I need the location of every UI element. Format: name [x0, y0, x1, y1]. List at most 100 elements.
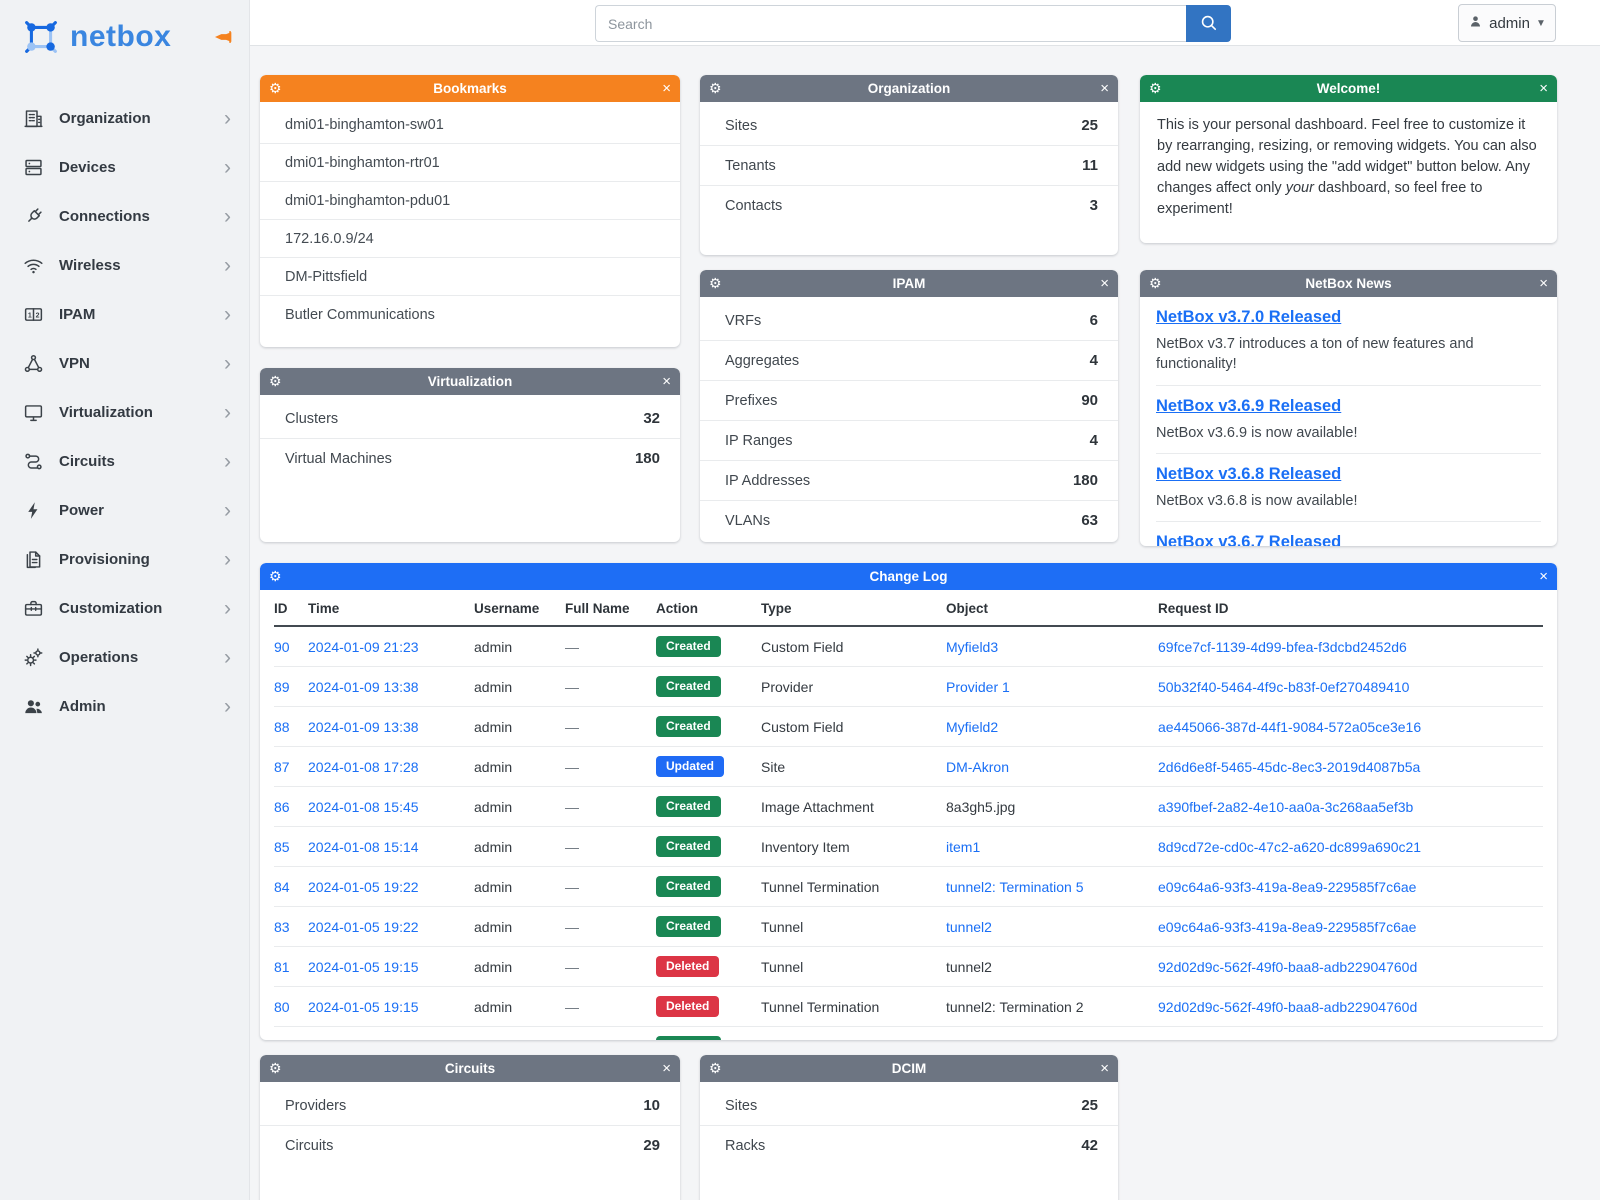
- request-id-link[interactable]: a390fbef-2a82-4e10-aa0a-3c268aa5ef3b: [1158, 798, 1414, 815]
- stat-row[interactable]: VRFs 6: [700, 301, 1118, 341]
- stat-row[interactable]: Sites 25: [700, 106, 1118, 146]
- change-id-link[interactable]: 79: [274, 1039, 290, 1041]
- bookmark-item[interactable]: 172.16.0.9/24: [260, 220, 680, 258]
- news-link[interactable]: NetBox v3.7.0 Released: [1156, 308, 1342, 326]
- change-time-link[interactable]: 2024-01-05 19:15: [308, 958, 419, 975]
- sidebar-item-organization[interactable]: Organization ›: [0, 94, 249, 143]
- change-id-link[interactable]: 87: [274, 758, 290, 775]
- column-header[interactable]: Time: [308, 590, 474, 627]
- request-id-link[interactable]: 69fce7cf-1139-4d99-bfea-f3dcbd2452d6: [1158, 638, 1407, 655]
- stat-row[interactable]: Contacts 3: [725, 197, 1098, 214]
- change-object[interactable]: tunnel2: Termination 5: [946, 878, 1084, 895]
- sidebar-item-connections[interactable]: Connections ›: [0, 192, 249, 241]
- change-time-link[interactable]: 2024-01-05 19:22: [308, 918, 419, 935]
- news-link[interactable]: NetBox v3.6.8 Released: [1156, 464, 1342, 483]
- widget-config-icon[interactable]: ⚙: [709, 1060, 722, 1076]
- bookmark-item[interactable]: dmi01-binghamton-rtr01: [260, 144, 680, 182]
- change-time-link[interactable]: 2024-01-05 19:15: [308, 998, 419, 1015]
- sidebar-item-operations[interactable]: Operations ›: [0, 633, 249, 682]
- widget-config-icon[interactable]: ⚙: [269, 1060, 282, 1076]
- bookmark-item[interactable]: dmi01-binghamton-pdu01: [260, 182, 680, 220]
- bookmark-item[interactable]: Butler Communications: [285, 306, 435, 323]
- change-id-link[interactable]: 81: [274, 958, 290, 975]
- change-object[interactable]: tunnel1: Termination 3: [946, 1039, 1084, 1041]
- bookmark-item[interactable]: DM-Pittsfield: [260, 258, 680, 296]
- widget-config-icon[interactable]: ⚙: [1149, 275, 1162, 291]
- widget-close-icon[interactable]: ×: [1539, 80, 1548, 97]
- change-time-link[interactable]: 2024-01-05 19:14: [308, 1039, 419, 1041]
- change-object[interactable]: item1: [946, 838, 981, 855]
- news-link[interactable]: NetBox v3.6.7 Released: [1156, 533, 1342, 546]
- change-object[interactable]: Myfield2: [946, 718, 999, 735]
- brand-name[interactable]: netbox: [70, 20, 172, 53]
- request-id-link[interactable]: 50b32f40-5464-4f9c-b83f-0ef270489410: [1158, 678, 1410, 695]
- change-time-link[interactable]: 2024-01-09 13:38: [308, 678, 419, 695]
- sidebar-item-vpn[interactable]: VPN ›: [0, 339, 249, 388]
- change-time-link[interactable]: 2024-01-08 17:28: [308, 758, 419, 775]
- change-object[interactable]: DM-Akron: [946, 758, 1010, 775]
- widget-config-icon[interactable]: ⚙: [709, 275, 722, 291]
- change-id-link[interactable]: 90: [274, 638, 290, 655]
- change-time-link[interactable]: 2024-01-09 13:38: [308, 718, 419, 735]
- stat-row[interactable]: VLANs 63: [725, 512, 1098, 529]
- change-time-link[interactable]: 2024-01-05 19:22: [308, 878, 419, 895]
- request-id-link[interactable]: 92d02d9c-562f-49f0-baa8-adb22904760d: [1158, 998, 1418, 1015]
- widget-close-icon[interactable]: ×: [662, 80, 671, 97]
- change-object[interactable]: tunnel2: [946, 958, 992, 975]
- search-button[interactable]: [1186, 5, 1231, 42]
- change-id-link[interactable]: 89: [274, 678, 290, 695]
- sidebar-item-provisioning[interactable]: Provisioning ›: [0, 535, 249, 584]
- change-object[interactable]: Myfield3: [946, 638, 999, 655]
- stat-row[interactable]: IP Addresses 180: [700, 461, 1118, 501]
- change-time-link[interactable]: 2024-01-08 15:14: [308, 838, 419, 855]
- widget-config-icon[interactable]: ⚙: [269, 80, 282, 96]
- widget-config-icon[interactable]: ⚙: [269, 568, 282, 584]
- sidebar-item-virtualization[interactable]: Virtualization ›: [0, 388, 249, 437]
- sidebar-item-customization[interactable]: Customization ›: [0, 584, 249, 633]
- widget-close-icon[interactable]: ×: [1539, 275, 1548, 292]
- column-header[interactable]: Username: [474, 590, 565, 627]
- stat-row[interactable]: Circuits 29: [285, 1137, 660, 1154]
- stat-row[interactable]: Sites 25: [700, 1086, 1118, 1126]
- sidebar-item-circuits[interactable]: Circuits ›: [0, 437, 249, 486]
- column-header[interactable]: Type: [761, 590, 946, 627]
- stat-row[interactable]: Clusters 32: [260, 399, 680, 439]
- column-header[interactable]: Full Name: [565, 590, 656, 627]
- change-object[interactable]: tunnel2: Termination 2: [946, 998, 1084, 1015]
- stat-row[interactable]: Prefixes 90: [700, 381, 1118, 421]
- widget-close-icon[interactable]: ×: [1539, 568, 1548, 585]
- change-id-link[interactable]: 85: [274, 838, 290, 855]
- request-id-link[interactable]: e09c64a6-93f3-419a-8ea9-229585f7c6ae: [1158, 918, 1417, 935]
- column-header[interactable]: Request ID: [1158, 590, 1543, 627]
- change-id-link[interactable]: 88: [274, 718, 290, 735]
- widget-close-icon[interactable]: ×: [1100, 1060, 1109, 1077]
- pin-sidebar-icon[interactable]: [213, 27, 233, 47]
- sidebar-item-admin[interactable]: Admin ›: [0, 682, 249, 731]
- user-menu-button[interactable]: admin ▼: [1458, 4, 1556, 42]
- change-object[interactable]: 8a3gh5.jpg: [946, 798, 1016, 815]
- stat-row[interactable]: Tenants 11: [700, 146, 1118, 186]
- change-time-link[interactable]: 2024-01-09 21:23: [308, 638, 419, 655]
- change-id-link[interactable]: 83: [274, 918, 290, 935]
- column-header[interactable]: Object: [946, 590, 1158, 627]
- request-id-link[interactable]: 2d6d6e8f-5465-45dc-8ec3-2019d4087b5a: [1158, 758, 1421, 775]
- search-input[interactable]: [595, 5, 1186, 42]
- sidebar-item-power[interactable]: Power ›: [0, 486, 249, 535]
- change-id-link[interactable]: 80: [274, 998, 290, 1015]
- sidebar-item-wireless[interactable]: Wireless ›: [0, 241, 249, 290]
- request-id-link[interactable]: f038e755-705e-47f3-9433-5392b9e6b9e5: [1158, 1039, 1418, 1041]
- stat-row[interactable]: Racks 42: [725, 1137, 1098, 1154]
- request-id-link[interactable]: ae445066-387d-44f1-9084-572a05ce3e16: [1158, 718, 1422, 735]
- stat-row[interactable]: Aggregates 4: [700, 341, 1118, 381]
- widget-config-icon[interactable]: ⚙: [1149, 80, 1162, 96]
- column-header[interactable]: ID: [274, 590, 308, 627]
- news-link[interactable]: NetBox v3.6.9 Released: [1156, 396, 1342, 415]
- bookmark-item[interactable]: dmi01-binghamton-sw01: [260, 106, 680, 144]
- widget-config-icon[interactable]: ⚙: [709, 80, 722, 96]
- stat-row[interactable]: Virtual Machines 180: [285, 450, 660, 467]
- request-id-link[interactable]: 92d02d9c-562f-49f0-baa8-adb22904760d: [1158, 958, 1418, 975]
- request-id-link[interactable]: 8d9cd72e-cd0c-47c2-a620-dc899a690c21: [1158, 838, 1422, 855]
- change-object[interactable]: tunnel2: [946, 918, 992, 935]
- stat-row[interactable]: IP Ranges 4: [700, 421, 1118, 461]
